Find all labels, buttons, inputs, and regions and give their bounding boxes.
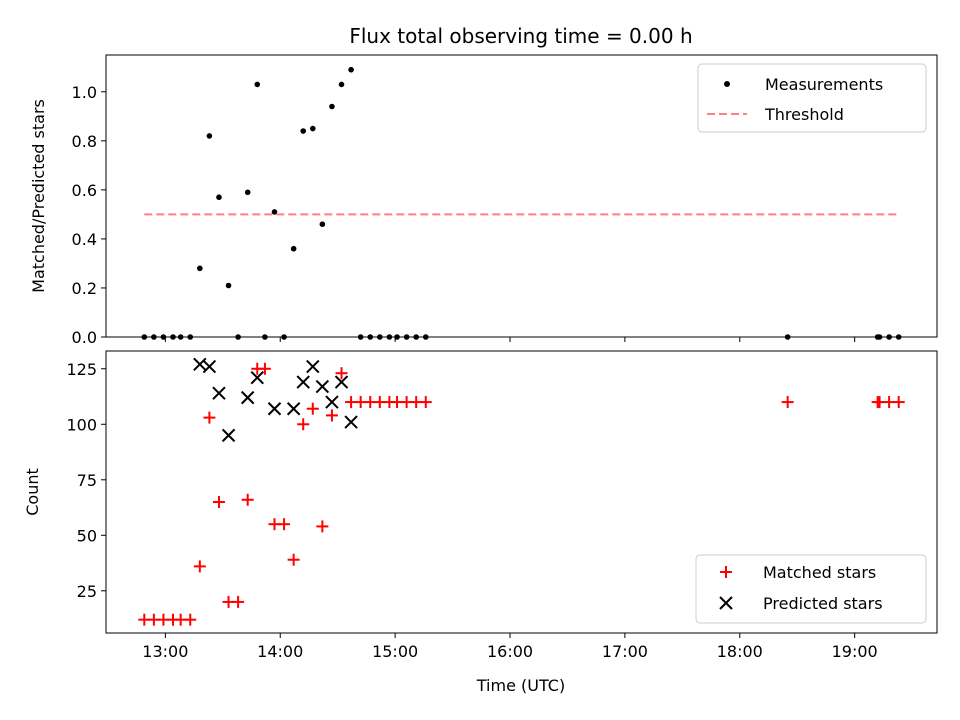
matched-stars-point bbox=[278, 518, 291, 531]
y-tick-label: 100 bbox=[66, 415, 97, 434]
matched-stars-point bbox=[419, 396, 432, 409]
y-tick-label: 1.0 bbox=[72, 83, 97, 102]
ratio-marks bbox=[141, 66, 902, 340]
measurement-point bbox=[271, 209, 278, 215]
ratio-plot-frame bbox=[105, 54, 938, 338]
legend-matched-marker bbox=[720, 566, 732, 578]
y-tick-label: 50 bbox=[77, 526, 97, 545]
y-tick-label: 25 bbox=[77, 582, 97, 601]
y-tick-label: 125 bbox=[66, 360, 97, 379]
y-tick-label: 0.4 bbox=[72, 230, 97, 249]
count-x-axis: 13:00 14:00 15:00 16:00 17:00 18:00 19:00 bbox=[142, 633, 878, 661]
y-tick-label: 75 bbox=[77, 471, 97, 490]
x-tick-label: 17:00 bbox=[602, 642, 648, 661]
predicted-stars-point bbox=[286, 402, 301, 416]
measurement-point bbox=[338, 81, 345, 88]
measurement-point bbox=[300, 128, 307, 134]
x-tick-label: 13:00 bbox=[142, 642, 188, 661]
predicted-stars-point bbox=[250, 370, 264, 385]
legend-predicted-marker bbox=[719, 596, 733, 610]
predicted-stars-point bbox=[306, 359, 320, 374]
matched-stars-point bbox=[781, 396, 794, 409]
ratio-y-axis-title: Matched/Predicted stars bbox=[29, 99, 48, 293]
legend-predicted-label: Predicted stars bbox=[763, 594, 883, 613]
ratio-y-axis: 0.0 0.2 0.4 0.6 0.8 1.0 bbox=[72, 83, 106, 347]
matched-stars-point bbox=[193, 560, 206, 573]
count-legend-frame bbox=[695, 554, 927, 624]
count-plot-frame bbox=[105, 350, 938, 634]
predicted-stars-point bbox=[325, 395, 339, 409]
ratio-legend-frame bbox=[697, 63, 927, 133]
legend-threshold-label: Threshold bbox=[764, 105, 844, 124]
count-y-axis-title: Count bbox=[23, 468, 42, 516]
measurement-point bbox=[329, 103, 335, 110]
x-tick-label: 18:00 bbox=[717, 642, 763, 661]
matched-stars-point bbox=[203, 411, 216, 424]
predicted-stars-point bbox=[240, 390, 255, 405]
legend-matched-label: Matched stars bbox=[763, 563, 876, 582]
count-y-axis: 25 50 75 100 125 bbox=[66, 360, 106, 601]
predicted-stars-point bbox=[344, 415, 358, 429]
measurement-point bbox=[244, 189, 251, 196]
x-axis-title: Time (UTC) bbox=[476, 676, 565, 695]
predicted-stars-point bbox=[212, 386, 226, 400]
x-tick-label: 16:00 bbox=[487, 642, 533, 661]
x-tick-label: 15:00 bbox=[372, 642, 418, 661]
measurement-point bbox=[225, 282, 232, 289]
predicted-stars-point bbox=[267, 402, 282, 416]
ratio-panel: 0.0 0.2 0.4 0.6 0.8 1.0 Matched/Predicted sta… bbox=[29, 54, 938, 347]
matched-stars-point bbox=[287, 553, 300, 566]
measurement-point bbox=[254, 81, 261, 88]
matched-stars-point bbox=[232, 595, 245, 608]
ratio-legend: Measurements Threshold bbox=[697, 63, 927, 133]
matched-stars-point bbox=[892, 396, 905, 409]
y-tick-label: 0.8 bbox=[72, 132, 97, 151]
count-panel: 25 50 75 100 125 13:00 14:00 15:00 16:00 17:00 18… bbox=[23, 350, 938, 695]
matched-stars-point bbox=[316, 520, 329, 533]
matched-stars-point bbox=[241, 493, 254, 506]
y-tick-label: 0.6 bbox=[72, 181, 97, 200]
matched-stars-point bbox=[297, 418, 310, 431]
legend-measurements-marker bbox=[724, 81, 730, 87]
matched-stars-point bbox=[306, 402, 319, 415]
matched-stars-point bbox=[258, 362, 271, 375]
x-tick-label: 14:00 bbox=[257, 642, 303, 661]
figure-title: Flux total observing time = 0.00 h bbox=[349, 24, 692, 48]
count-legend: Matched stars Predicted stars bbox=[695, 554, 927, 624]
measurement-point bbox=[290, 245, 297, 252]
matched-stars-point bbox=[325, 409, 338, 422]
matched-stars-point bbox=[184, 613, 197, 626]
x-tick-label: 19:00 bbox=[832, 642, 878, 661]
predicted-stars-point bbox=[296, 375, 310, 389]
measurement-point bbox=[197, 265, 203, 272]
measurement-point bbox=[206, 133, 213, 139]
predicted-stars-point bbox=[315, 379, 330, 394]
measurement-point bbox=[348, 66, 354, 73]
measurement-point bbox=[216, 194, 222, 201]
matched-stars-point bbox=[212, 495, 225, 508]
y-tick-label: 0.0 bbox=[72, 328, 97, 347]
predicted-stars-point bbox=[202, 359, 217, 374]
predicted-stars-point bbox=[334, 375, 349, 389]
measurement-point bbox=[309, 125, 316, 132]
predicted-stars-point bbox=[221, 428, 236, 443]
count-marks bbox=[138, 357, 905, 626]
y-tick-label: 0.2 bbox=[72, 279, 97, 298]
measurement-point bbox=[319, 221, 326, 227]
matched-stars-point bbox=[335, 367, 348, 380]
legend-measurements-label: Measurements bbox=[765, 75, 883, 94]
